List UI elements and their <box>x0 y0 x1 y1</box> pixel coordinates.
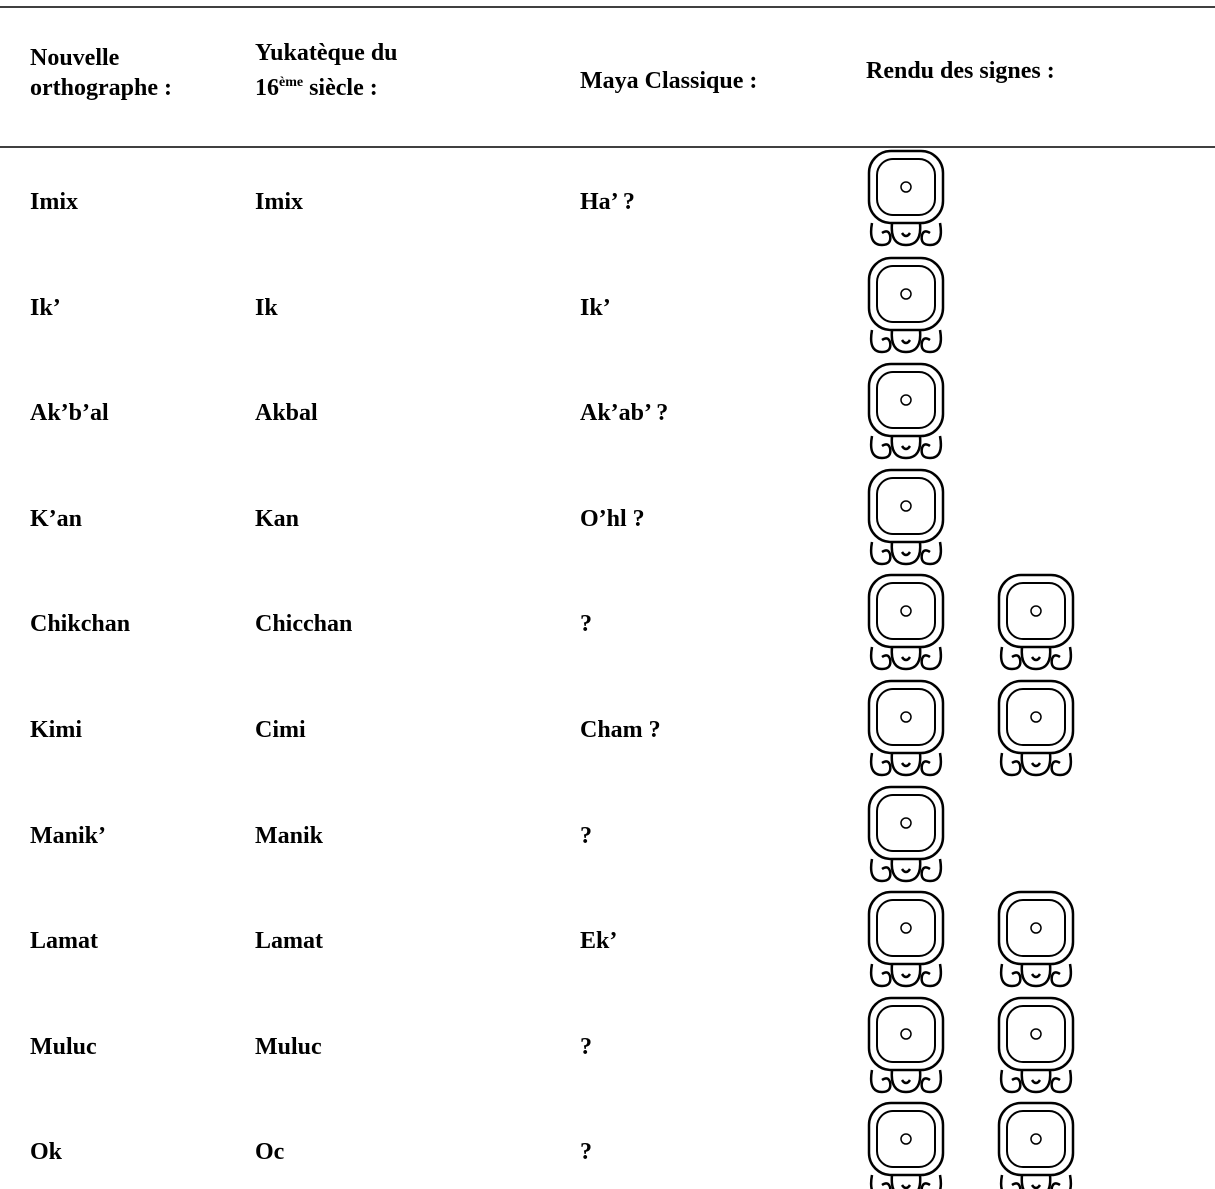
table-cell: Lamat <box>255 928 323 955</box>
header-text: Yukatèque du <box>255 40 398 66</box>
table-cell: Ok <box>30 1139 63 1166</box>
table-cell: ? <box>580 611 592 638</box>
table-cell: Ha’ ? <box>580 189 635 215</box>
header-text: Nouvelle <box>30 45 120 71</box>
table-cell: Ak’ab’ ? <box>580 400 669 427</box>
table-cell: Oc <box>255 1139 285 1166</box>
table-cell: Ak’b’al <box>30 400 109 427</box>
table-cell: Ek’ <box>580 928 618 955</box>
table-cell: Chikchan <box>30 611 131 638</box>
table-cell: ? <box>580 822 592 849</box>
table-cell: Kan <box>255 505 300 532</box>
table-cell: Cham ? <box>580 717 661 743</box>
table-cell: O’hl ? <box>580 505 645 532</box>
table-cell: K’an <box>30 505 83 532</box>
table-cell: Manik’ <box>30 822 107 849</box>
table-cell: Cimi <box>255 717 306 743</box>
table-cell: Manik <box>255 822 324 849</box>
table-cell: Muluc <box>30 1033 97 1060</box>
table-cell: Imix <box>255 189 303 215</box>
header-text: 16ème siècle : <box>255 68 398 103</box>
header-cell: Rendu des signes : <box>866 58 1055 84</box>
table-cell: Akbal <box>255 400 318 427</box>
table-cell: Kimi <box>30 717 82 743</box>
table-cell: Ik <box>255 294 278 321</box>
header-number: 16 <box>255 75 279 101</box>
table-cell: Chicchan <box>255 611 353 638</box>
table-cell: Imix <box>30 189 78 215</box>
table-cell: Ik’ <box>30 294 61 321</box>
header-cell: Maya Classique : <box>580 68 758 94</box>
table-cell: Ik’ <box>580 294 611 321</box>
header-text: siècle : <box>309 75 378 101</box>
glyphs <box>867 149 1075 1189</box>
header-text: orthographe : <box>30 75 172 101</box>
table-cell: Muluc <box>255 1033 322 1060</box>
header-cell: Nouvelle orthographe : <box>30 43 172 103</box>
table-cell: Lamat <box>30 928 98 955</box>
header-cell: Yukatèque du 16ème siècle : <box>255 38 398 103</box>
header-sup: ème <box>279 75 304 90</box>
table-cell: ? <box>580 1139 592 1166</box>
table-cell: ? <box>580 1033 592 1060</box>
